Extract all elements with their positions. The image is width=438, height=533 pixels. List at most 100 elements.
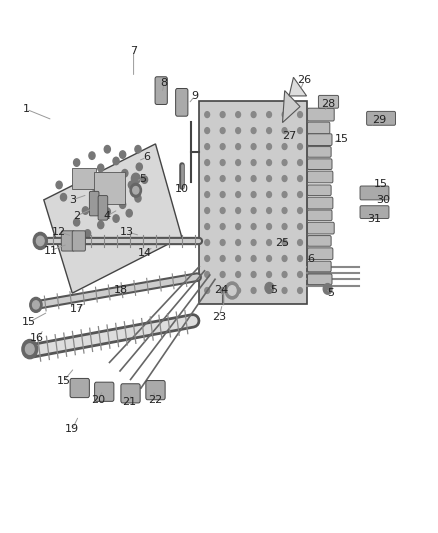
Circle shape [122,169,128,177]
Circle shape [251,208,256,213]
Circle shape [236,271,240,277]
Circle shape [220,159,225,165]
Circle shape [251,112,256,117]
Circle shape [236,176,240,181]
FancyBboxPatch shape [307,210,332,221]
FancyBboxPatch shape [360,186,389,200]
Circle shape [205,223,209,229]
Circle shape [136,163,142,171]
Circle shape [220,112,225,117]
Text: 15: 15 [335,134,349,143]
Circle shape [141,176,148,183]
Circle shape [251,159,256,165]
Text: 6: 6 [307,254,314,263]
Text: 15: 15 [374,179,388,189]
Circle shape [297,127,302,133]
FancyBboxPatch shape [95,382,114,401]
Text: 28: 28 [321,99,336,109]
Text: 8: 8 [161,78,168,87]
Circle shape [236,192,240,197]
Circle shape [323,284,332,294]
FancyBboxPatch shape [307,274,332,285]
Circle shape [32,301,39,309]
Text: 16: 16 [30,334,44,343]
Circle shape [113,157,119,165]
Circle shape [267,223,272,229]
Circle shape [25,344,34,354]
Circle shape [267,112,272,117]
Circle shape [282,271,287,277]
Circle shape [220,127,225,133]
Circle shape [205,112,209,117]
Circle shape [98,195,104,203]
Circle shape [113,188,119,196]
Circle shape [236,127,240,133]
Circle shape [205,192,209,197]
Circle shape [30,297,42,312]
Circle shape [236,223,240,229]
FancyBboxPatch shape [307,248,333,260]
FancyBboxPatch shape [360,206,389,219]
Circle shape [282,255,287,262]
Bar [199,101,307,304]
Text: 17: 17 [70,304,84,314]
Circle shape [98,164,104,172]
Circle shape [120,151,126,158]
Text: 5: 5 [139,174,146,183]
Circle shape [282,127,287,133]
Text: 13: 13 [120,227,134,237]
Circle shape [205,271,209,277]
Circle shape [267,288,272,293]
Circle shape [236,288,240,293]
FancyBboxPatch shape [72,231,85,251]
Circle shape [236,143,240,149]
FancyBboxPatch shape [307,134,332,146]
Text: 25: 25 [276,238,290,247]
Circle shape [205,159,209,165]
Circle shape [297,143,302,149]
FancyBboxPatch shape [307,261,331,272]
Circle shape [56,181,62,189]
Text: 22: 22 [148,395,162,405]
FancyBboxPatch shape [70,378,89,398]
Text: 26: 26 [297,75,311,85]
Circle shape [133,187,139,194]
Circle shape [267,255,272,262]
Text: 11: 11 [43,246,57,255]
Circle shape [98,221,104,229]
Circle shape [135,195,141,202]
Text: 21: 21 [122,398,136,407]
FancyBboxPatch shape [89,191,99,216]
Circle shape [126,209,132,217]
Text: 1: 1 [23,104,30,114]
Bar [72,168,96,189]
Circle shape [205,143,209,149]
Circle shape [236,255,240,262]
Circle shape [220,239,225,245]
FancyBboxPatch shape [307,108,334,121]
FancyBboxPatch shape [61,231,74,251]
Circle shape [282,208,287,213]
Circle shape [228,286,236,295]
Circle shape [282,143,287,149]
Circle shape [74,159,80,166]
FancyBboxPatch shape [176,88,188,116]
Circle shape [282,288,287,293]
Circle shape [91,183,97,190]
Circle shape [236,159,240,165]
Text: 2: 2 [73,211,80,221]
FancyBboxPatch shape [307,147,331,157]
Circle shape [251,127,256,133]
Circle shape [297,192,302,197]
Circle shape [297,255,302,262]
FancyBboxPatch shape [307,159,332,169]
Circle shape [267,176,272,181]
Text: 7: 7 [130,46,137,55]
Circle shape [236,208,240,213]
Circle shape [267,127,272,133]
Polygon shape [44,144,182,293]
FancyBboxPatch shape [307,185,331,196]
Text: 6: 6 [143,152,150,162]
Circle shape [220,208,225,213]
FancyBboxPatch shape [307,236,331,246]
